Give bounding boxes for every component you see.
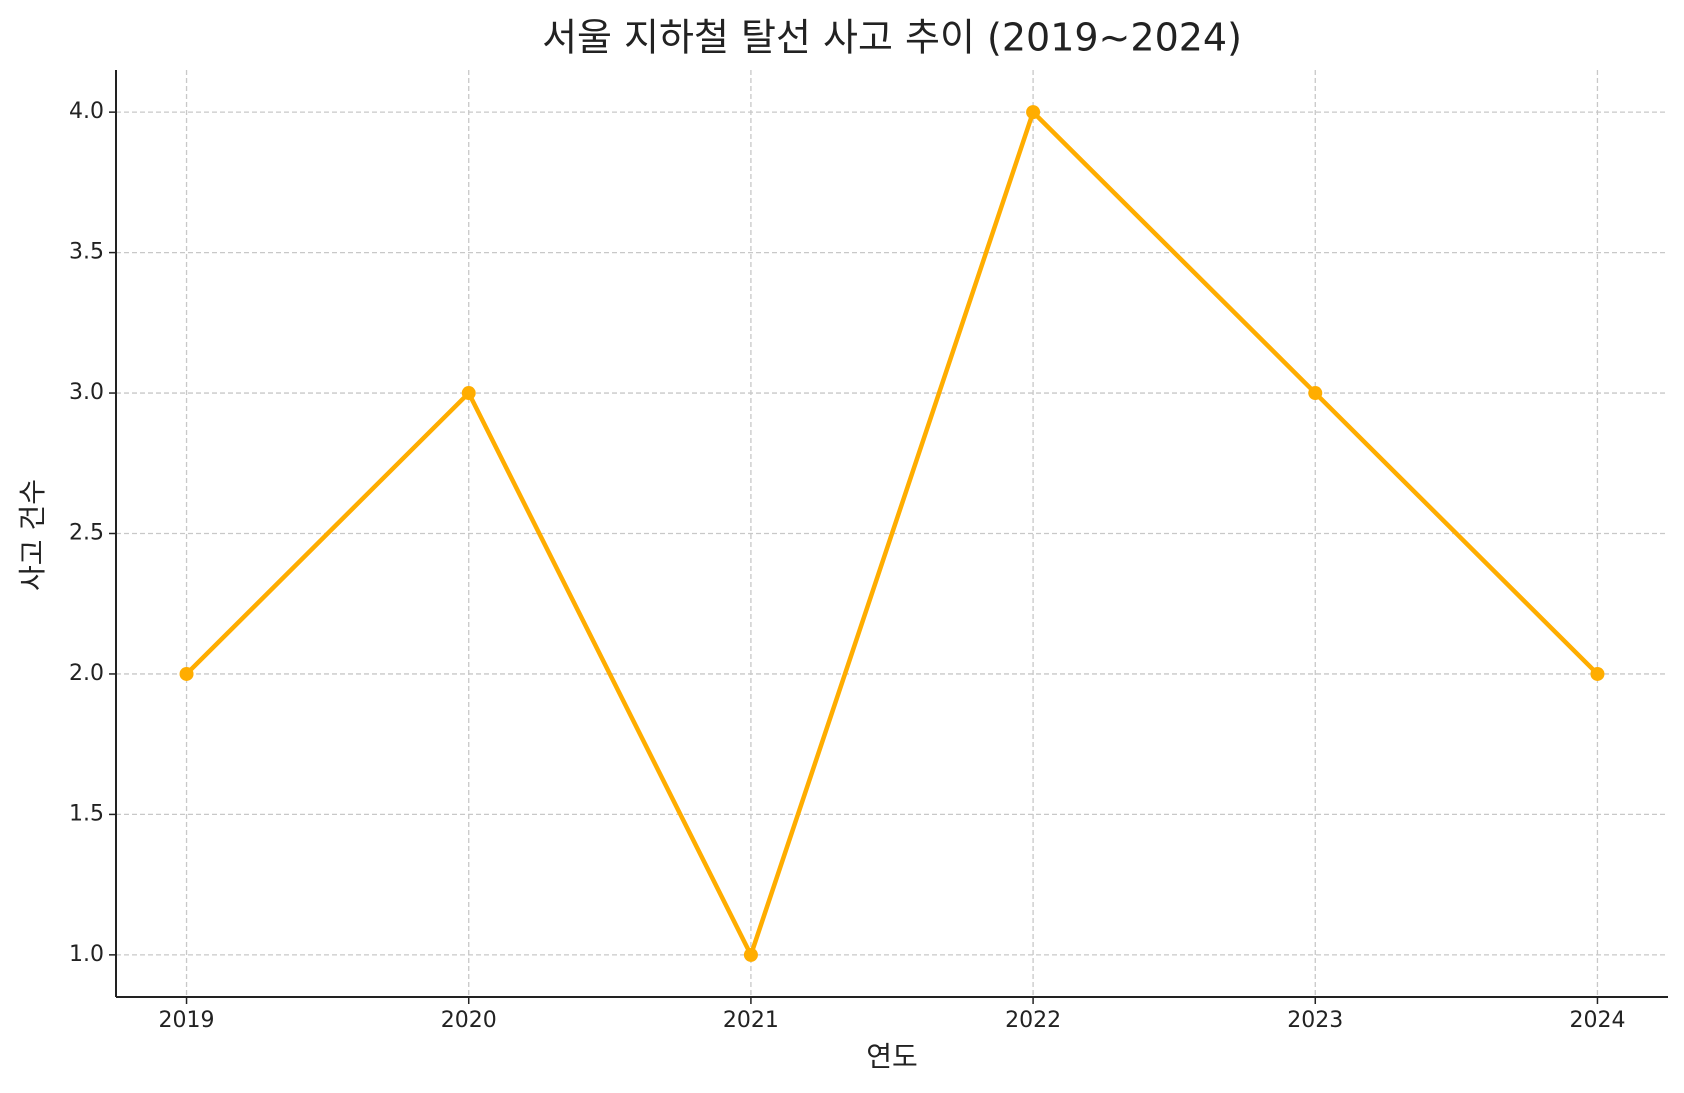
point [179, 666, 194, 681]
point [743, 947, 758, 962]
y-tick-label: 2.0 [69, 661, 104, 686]
x-tick-label: 2021 [723, 1008, 779, 1033]
y-tick-label: 2.5 [69, 521, 104, 546]
x-tick-label: 2022 [1005, 1008, 1061, 1033]
x-tick-label: 2019 [159, 1008, 215, 1033]
y-tick-label: 1.5 [69, 801, 104, 826]
x-axis-label: 연도 [866, 1040, 918, 1073]
y-tick-label: 4.0 [69, 99, 104, 124]
y-tick-label: 1.0 [69, 942, 104, 967]
x-tick-label: 2020 [441, 1008, 497, 1033]
point [1590, 666, 1605, 681]
chart-title: 서울 지하철 탈선 사고 추이 (2019~2024) [542, 16, 1242, 60]
y-axis-label: 사고 건수 [16, 479, 49, 591]
point [1308, 386, 1323, 401]
line [184, 109, 1600, 958]
point [461, 386, 476, 401]
point [1026, 105, 1041, 120]
x-tick-label: 2024 [1569, 1008, 1625, 1033]
x-tick-label: 2023 [1287, 1008, 1343, 1033]
y-tick-label: 3.5 [69, 240, 104, 265]
y-tick-label: 3.0 [69, 380, 104, 405]
